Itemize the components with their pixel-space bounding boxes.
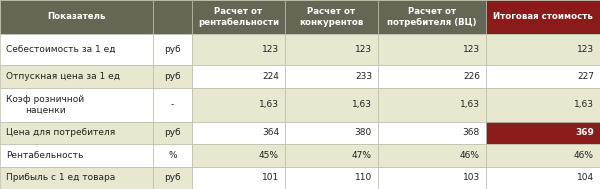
Bar [486,88,600,122]
Bar [378,167,486,189]
Text: руб: руб [164,72,181,81]
Bar [153,0,192,34]
Bar [378,34,486,65]
Bar [285,167,378,189]
Text: 123: 123 [355,45,372,54]
Text: 226: 226 [463,72,480,81]
Bar [285,88,378,122]
Text: 123: 123 [463,45,480,54]
Bar [285,65,378,88]
Bar [153,88,192,122]
Bar [378,0,486,34]
Text: Расчет от
рентабельности: Расчет от рентабельности [198,7,279,27]
Bar [285,34,378,65]
Bar [153,34,192,65]
Bar [486,167,600,189]
Bar [378,65,486,88]
Bar [192,167,285,189]
Bar [486,122,600,144]
Text: 364: 364 [262,128,279,137]
Text: 46%: 46% [460,151,480,160]
Bar [378,88,486,122]
Bar [378,122,486,144]
Text: Расчет от
конкурентов: Расчет от конкурентов [299,7,364,27]
Text: руб: руб [164,128,181,137]
Text: Прибыль с 1 ед товара: Прибыль с 1 ед товара [6,173,115,182]
Text: Отпускная цена за 1 ед: Отпускная цена за 1 ед [6,72,120,81]
Text: 224: 224 [262,72,279,81]
Text: 103: 103 [463,173,480,182]
Text: 1,63: 1,63 [574,100,594,109]
Bar [0,88,153,122]
Bar [0,167,153,189]
Text: 101: 101 [262,173,279,182]
Bar [153,167,192,189]
Bar [192,88,285,122]
Bar [192,34,285,65]
Text: 369: 369 [575,128,594,137]
Text: %: % [168,151,177,160]
Text: Себестоимость за 1 ед: Себестоимость за 1 ед [6,45,115,54]
Bar [192,144,285,167]
Bar [153,144,192,167]
Bar [285,122,378,144]
Text: Расчет от
потребителя (ВЦ): Расчет от потребителя (ВЦ) [387,7,477,27]
Text: Цена для потребителя: Цена для потребителя [6,128,115,137]
Text: руб: руб [164,173,181,182]
Bar [0,144,153,167]
Bar [486,0,600,34]
Text: 110: 110 [355,173,372,182]
Bar [486,144,600,167]
Text: 233: 233 [355,72,372,81]
Text: 368: 368 [463,128,480,137]
Bar [486,65,600,88]
Text: 123: 123 [577,45,594,54]
Bar [0,34,153,65]
Text: 123: 123 [262,45,279,54]
Text: Итоговая стоимость: Итоговая стоимость [493,12,593,21]
Text: Рентабельность: Рентабельность [6,151,83,160]
Bar [192,122,285,144]
Bar [192,65,285,88]
Text: 1,63: 1,63 [460,100,480,109]
Text: 1,63: 1,63 [259,100,279,109]
Text: Показатель: Показатель [47,12,106,21]
Bar [0,65,153,88]
Bar [192,0,285,34]
Bar [486,34,600,65]
Text: 45%: 45% [259,151,279,160]
Bar [153,65,192,88]
Text: 1,63: 1,63 [352,100,372,109]
Bar [285,0,378,34]
Text: 47%: 47% [352,151,372,160]
Text: 227: 227 [577,72,594,81]
Text: 104: 104 [577,173,594,182]
Text: 46%: 46% [574,151,594,160]
Text: -: - [171,100,174,109]
Bar [285,144,378,167]
Bar [0,122,153,144]
Text: Коэф розничной
наценки: Коэф розничной наценки [6,94,84,115]
Bar [153,122,192,144]
Bar [378,144,486,167]
Bar [0,0,153,34]
Text: руб: руб [164,45,181,54]
Text: 380: 380 [355,128,372,137]
